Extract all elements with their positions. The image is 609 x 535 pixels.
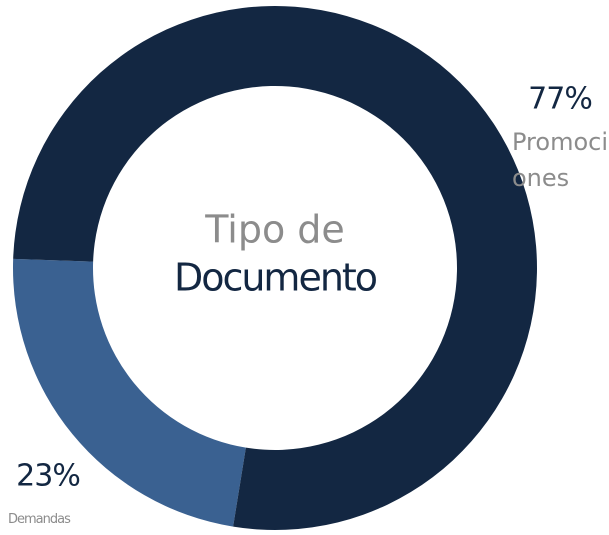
value-label: 77% [528,82,592,117]
category-label: Demandas [8,512,71,527]
donut-segment [13,5,537,530]
category-label: Promociones [512,128,608,192]
value-label: 23% [16,459,80,494]
donut-segment [12,258,246,527]
center-text: Tipo de [204,208,345,252]
center-text: Documento [174,256,377,300]
